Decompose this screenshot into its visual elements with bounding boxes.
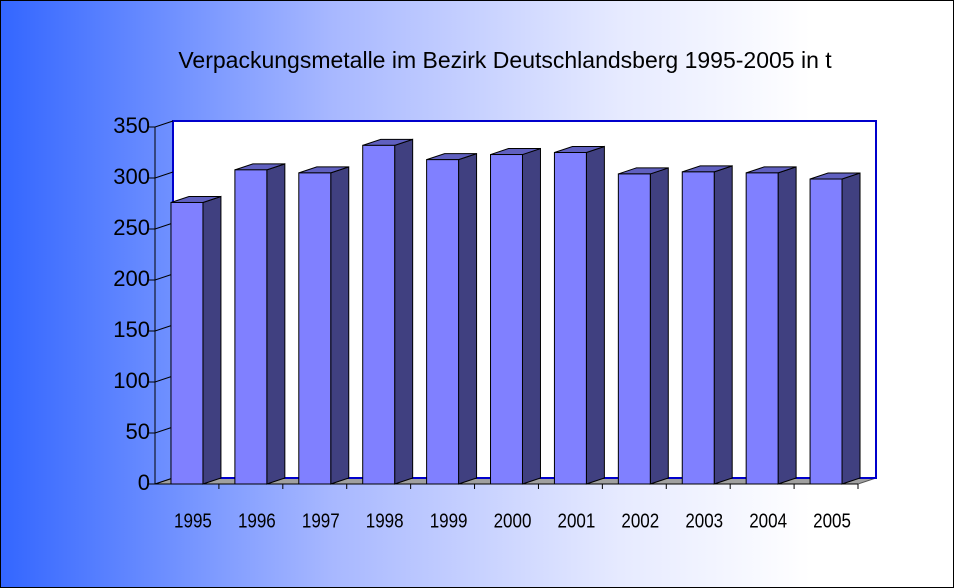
bar-side bbox=[521, 147, 541, 485]
x-tick-label: 1998 bbox=[366, 509, 404, 532]
x-tick-label: 1996 bbox=[238, 509, 276, 532]
x-tick-label: 1997 bbox=[302, 509, 340, 532]
bar bbox=[681, 171, 715, 485]
bar bbox=[426, 159, 460, 485]
y-tick-depth bbox=[154, 375, 174, 383]
y-tick-depth bbox=[154, 426, 174, 434]
y-tick-label: 0 bbox=[138, 470, 150, 495]
bar-side bbox=[841, 172, 861, 485]
bar bbox=[298, 172, 332, 485]
x-tick-label: 1995 bbox=[174, 509, 212, 532]
bar-side bbox=[202, 195, 222, 485]
y-tick-depth bbox=[154, 171, 174, 179]
bar-side bbox=[649, 167, 669, 485]
y-tick-depth bbox=[154, 120, 174, 128]
bar bbox=[490, 154, 523, 485]
x-tick-label: 2004 bbox=[749, 509, 787, 532]
y-tick-label: 50 bbox=[126, 419, 150, 444]
bar bbox=[809, 178, 843, 485]
x-tick-label: 1999 bbox=[430, 509, 468, 532]
x-tick-label: 2005 bbox=[813, 509, 851, 532]
bar-side bbox=[394, 138, 414, 485]
x-tick-label: 2001 bbox=[558, 509, 596, 532]
y-tick-label: 100 bbox=[113, 368, 150, 393]
bar-side bbox=[266, 163, 286, 485]
y-tick-label: 350 bbox=[113, 113, 150, 138]
bar-side bbox=[777, 166, 797, 485]
x-tick-label: 2003 bbox=[685, 509, 723, 532]
bar bbox=[745, 172, 779, 485]
bar-side bbox=[585, 145, 605, 485]
bar bbox=[170, 201, 204, 485]
y-tick-depth bbox=[154, 273, 174, 281]
bar bbox=[553, 152, 587, 485]
bar-side bbox=[458, 152, 478, 485]
chart-title: Verpackungsmetalle im Bezirk Deutschland… bbox=[178, 47, 832, 73]
y-tick-label: 250 bbox=[113, 215, 150, 240]
y-tick-depth bbox=[154, 222, 174, 230]
x-tick-label: 2002 bbox=[621, 509, 659, 532]
y-tick-depth bbox=[154, 477, 174, 485]
y-tick-label: 200 bbox=[113, 266, 150, 291]
y-tick-label: 300 bbox=[113, 164, 150, 189]
bar bbox=[234, 169, 268, 485]
bar-side bbox=[713, 165, 733, 485]
bar bbox=[617, 173, 651, 485]
y-tick-label: 150 bbox=[113, 317, 150, 342]
y-tick-depth bbox=[154, 324, 174, 332]
bar bbox=[362, 144, 396, 485]
bar-side bbox=[330, 166, 350, 485]
x-tick-label: 2000 bbox=[494, 509, 532, 532]
